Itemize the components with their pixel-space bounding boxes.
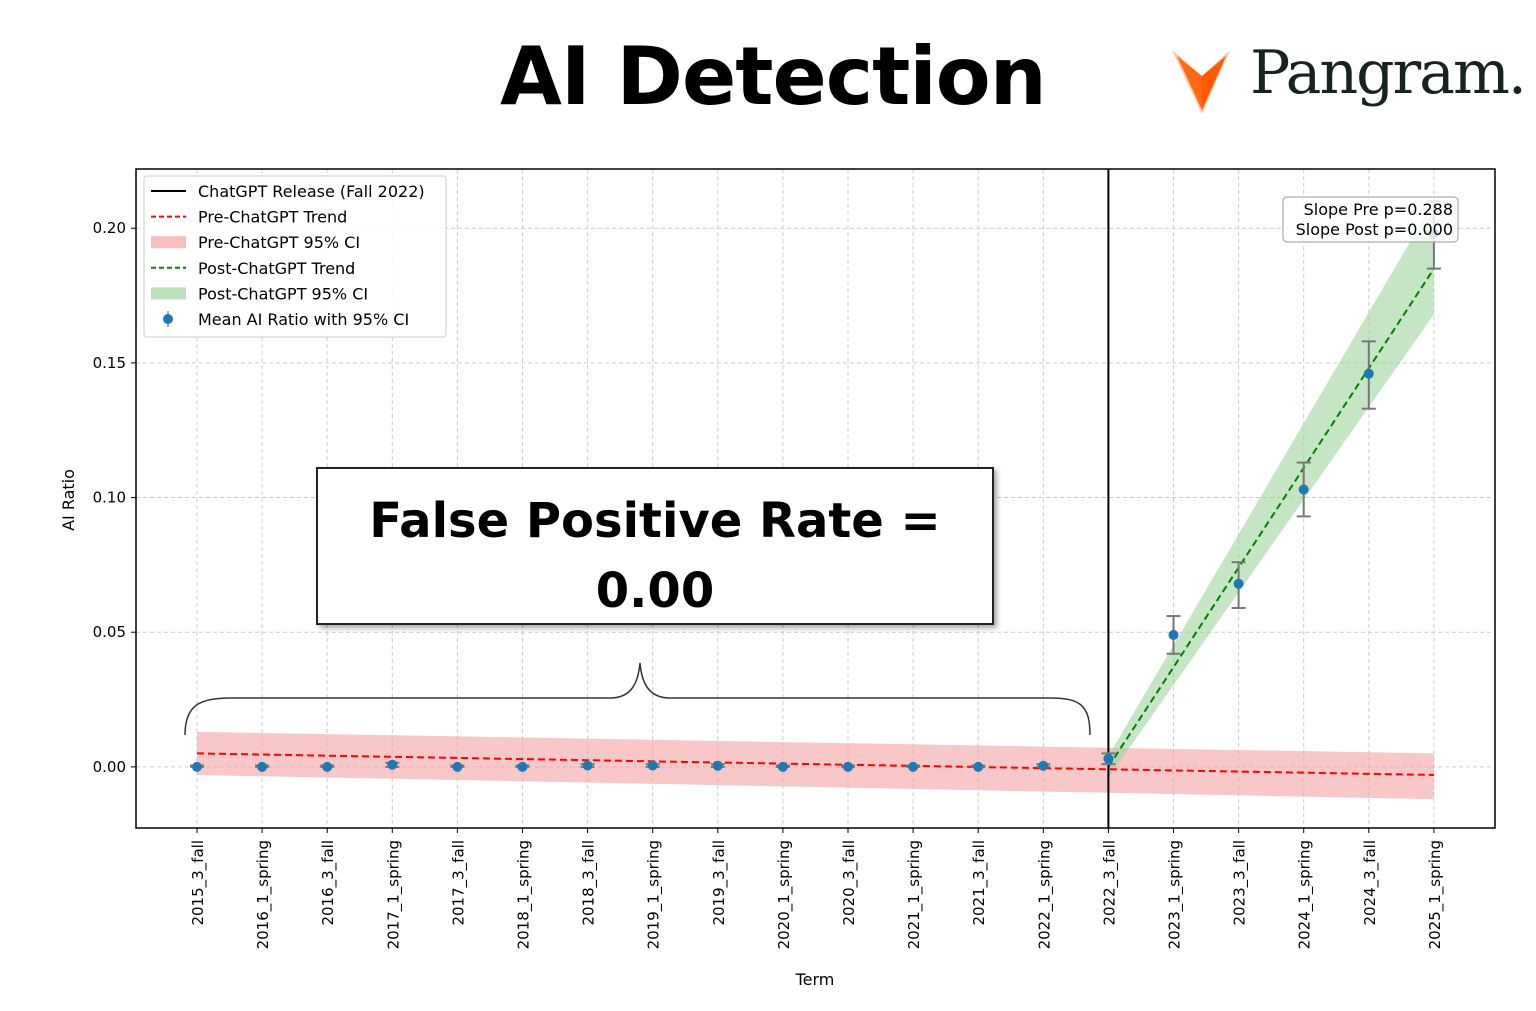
x-tick-label: 2019_3_fall	[710, 840, 729, 926]
slope-pre-text: Slope Pre p=0.288	[1304, 200, 1453, 219]
pangram-logo-icon	[1172, 50, 1230, 114]
x-tick-label: 2018_1_spring	[515, 840, 534, 949]
x-tick-label: 2020_1_spring	[775, 840, 794, 949]
false-positive-callout: False Positive Rate = 0.00	[316, 467, 994, 625]
x-tick-label: 2017_1_spring	[384, 840, 403, 949]
pre-trend-line	[196, 752, 1434, 776]
data-point	[322, 761, 333, 772]
data-point	[517, 761, 528, 772]
y-tick-label: 0.10	[93, 489, 126, 507]
callout-line2: 0.00	[595, 563, 715, 619]
brace-annotation	[184, 662, 1091, 736]
data-point	[908, 761, 919, 772]
x-tick-label: 2019_1_spring	[645, 840, 664, 949]
y-tick-label: 0.15	[93, 354, 126, 372]
legend-label: ChatGPT Release (Fall 2022)	[198, 182, 425, 201]
x-tick-label: 2021_1_spring	[905, 840, 924, 949]
stats-box: Slope Pre p=0.288 Slope Post p=0.000	[1282, 196, 1459, 243]
page-title: AI Detection	[500, 30, 1047, 123]
x-tick-label: 2018_3_fall	[580, 840, 599, 926]
x-tick-label: 2017_3_fall	[449, 840, 468, 926]
legend-label: Pre-ChatGPT 95% CI	[198, 233, 360, 252]
y-tick-label: 0.20	[93, 219, 126, 237]
legend-label: Post-ChatGPT 95% CI	[198, 284, 368, 303]
x-tick-label: 2023_3_fall	[1231, 840, 1250, 926]
data-point	[712, 760, 723, 771]
x-tick-label: 2023_1_spring	[1166, 840, 1185, 949]
data-point	[387, 759, 398, 770]
x-axis-label: Term	[795, 970, 835, 989]
x-tick-label: 2024_3_fall	[1361, 840, 1380, 926]
data-point	[973, 761, 984, 772]
y-axis-label: AI Ratio	[59, 469, 78, 531]
x-tick-label: 2021_3_fall	[970, 840, 989, 926]
data-point	[1103, 753, 1114, 764]
data-point	[843, 761, 853, 772]
slope-post-text: Slope Post p=0.000	[1296, 220, 1453, 239]
legend-label: Mean AI Ratio with 95% CI	[198, 310, 409, 329]
legend: ChatGPT Release (Fall 2022) Pre-ChatGPT T…	[143, 175, 447, 338]
x-tick-label: 2016_1_spring	[254, 840, 273, 949]
data-point	[647, 760, 658, 771]
data-point	[1233, 578, 1244, 589]
post-ci-band	[1108, 201, 1434, 778]
data-point	[1168, 629, 1179, 640]
pre-ci-band	[197, 731, 1434, 800]
brand-name: Pangram.	[1250, 38, 1527, 108]
data-point	[192, 761, 202, 772]
legend-label: Pre-ChatGPT Trend	[198, 208, 347, 227]
data-point	[452, 761, 463, 772]
x-tick-label: 2015_3_fall	[189, 840, 208, 926]
legend-swatch	[151, 236, 186, 249]
x-tick-label: 2020_3_fall	[840, 840, 859, 926]
plot-frame	[135, 168, 1496, 829]
x-tick-label: 2022_3_fall	[1100, 840, 1119, 926]
x-tick-label: 2025_1_spring	[1426, 840, 1445, 949]
data-point	[1363, 368, 1374, 379]
data-point	[1298, 484, 1309, 495]
x-tick-label: 2016_3_fall	[319, 840, 338, 926]
x-tick-label: 2022_1_spring	[1035, 840, 1054, 949]
data-point	[582, 760, 593, 771]
x-tick-label: 2024_1_spring	[1296, 840, 1315, 949]
data-point	[257, 761, 268, 772]
data-point	[777, 761, 788, 772]
y-tick-label: 0.05	[93, 623, 126, 641]
callout-line1: False Positive Rate =	[369, 493, 941, 549]
legend-swatch	[151, 287, 186, 300]
y-tick-label: 0.00	[93, 758, 126, 776]
legend-label: Post-ChatGPT Trend	[198, 259, 355, 278]
post-trend-line	[1107, 268, 1435, 768]
legend-swatch	[163, 314, 173, 324]
data-point	[1038, 760, 1049, 771]
